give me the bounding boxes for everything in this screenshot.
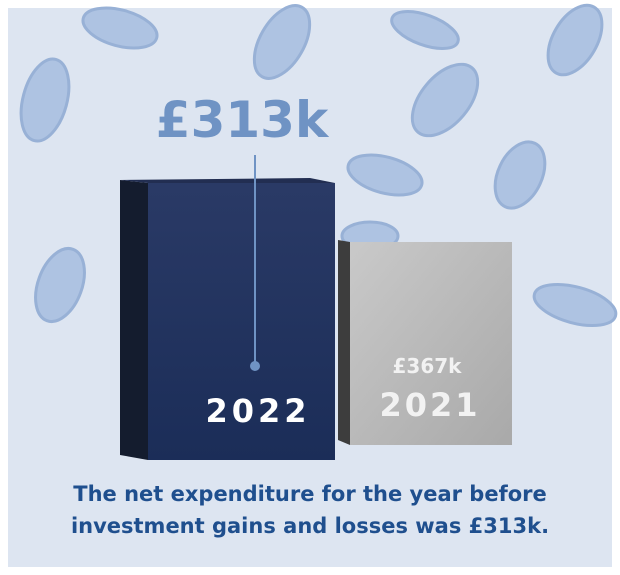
caption: The net expenditure for the year before …	[60, 478, 560, 542]
bar-year: 2021	[379, 386, 480, 424]
bar-year: 2022	[205, 392, 310, 430]
bar-value-label: £367k	[393, 354, 463, 378]
infographic: £313k 2022 £367k 2021 The net expenditur…	[0, 0, 620, 575]
headline: £313k	[156, 91, 330, 149]
pointer-dot	[250, 361, 260, 371]
